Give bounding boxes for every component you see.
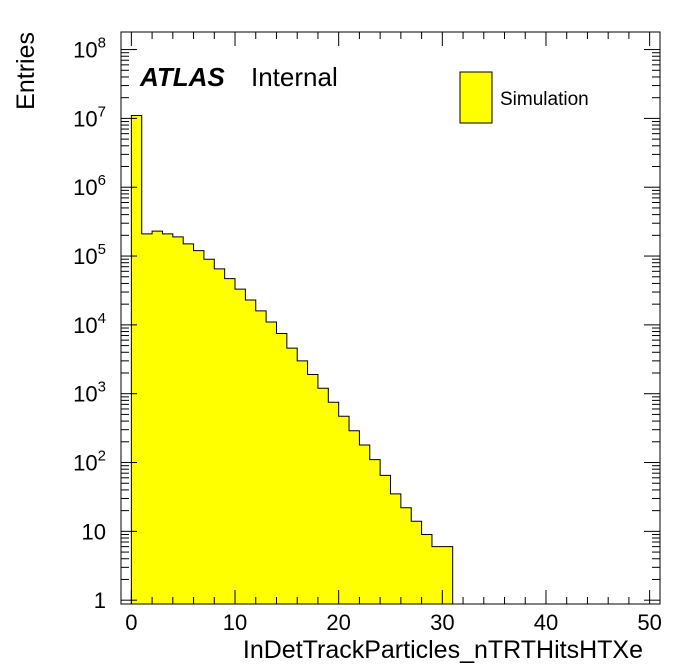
histogram-bar [276,333,288,604]
histogram-bar [442,546,454,604]
histogram-bar [431,546,443,604]
y-tick-label: 106 [73,172,106,200]
y-tick-label: 105 [73,241,106,269]
histogram-bar [203,259,215,604]
x-tick-label: 30 [430,610,454,635]
x-axis-label: InDetTrackParticles_nTRTHitsHTXe [243,636,643,664]
histogram-bar [245,299,257,604]
histogram-bar [380,475,391,604]
legend-swatch [459,71,493,124]
x-tick-label: 0 [125,610,137,635]
histogram-bar [141,233,153,604]
histogram-bar [297,360,308,604]
histogram-bar [162,233,174,604]
y-tick-labels: 1 10 102 103 104 105 106 107 108 [73,35,106,614]
histogram-bar [338,416,350,604]
histogram-bar [359,444,371,604]
y-tick-label: 10 [82,519,106,544]
histogram-bar [317,388,329,604]
histogram-bar [255,310,267,604]
x-tick-labels: 0 10 20 30 40 50 [125,610,662,635]
histogram-bar [266,322,277,604]
y-tick-label: 108 [73,35,106,63]
histogram-bar [152,231,163,604]
atlas-label: ATLAS [139,62,225,92]
x-tick-label: 50 [637,610,661,635]
histogram-bar [214,268,226,604]
histogram-bar [224,278,236,604]
legend-label: Simulation [500,89,589,110]
histogram-bar [349,430,360,604]
x-tick-label: 40 [534,610,558,635]
y-axis-label: Entries [12,32,40,110]
histogram-bar [172,236,184,604]
x-tick-label: 10 [223,610,247,635]
histogram-bar [400,507,412,604]
y-tick-label: 1 [94,588,106,613]
histogram-outline [121,115,454,605]
x-tick-label: 20 [326,610,350,635]
histogram-bar [369,459,381,604]
plot-frame [120,31,661,605]
y-tick-label: 102 [73,448,106,476]
histogram-bar [286,348,298,604]
histogram-bar [183,243,194,604]
histogram-bar [411,521,422,604]
histogram-bar [131,115,143,604]
histogram-bars [121,115,454,605]
y-tick-label: 104 [73,310,106,338]
histogram-bar [193,250,205,604]
axis-ticks [121,32,660,604]
y-tick-label: 107 [73,103,106,131]
y-tick-label: 103 [73,379,106,407]
status-label: Internal [251,62,338,92]
histogram-bar [307,374,319,604]
histogram-bar [235,289,246,604]
histogram-bar [390,493,402,604]
histogram-bar [328,402,340,604]
histogram-bar [421,534,433,604]
